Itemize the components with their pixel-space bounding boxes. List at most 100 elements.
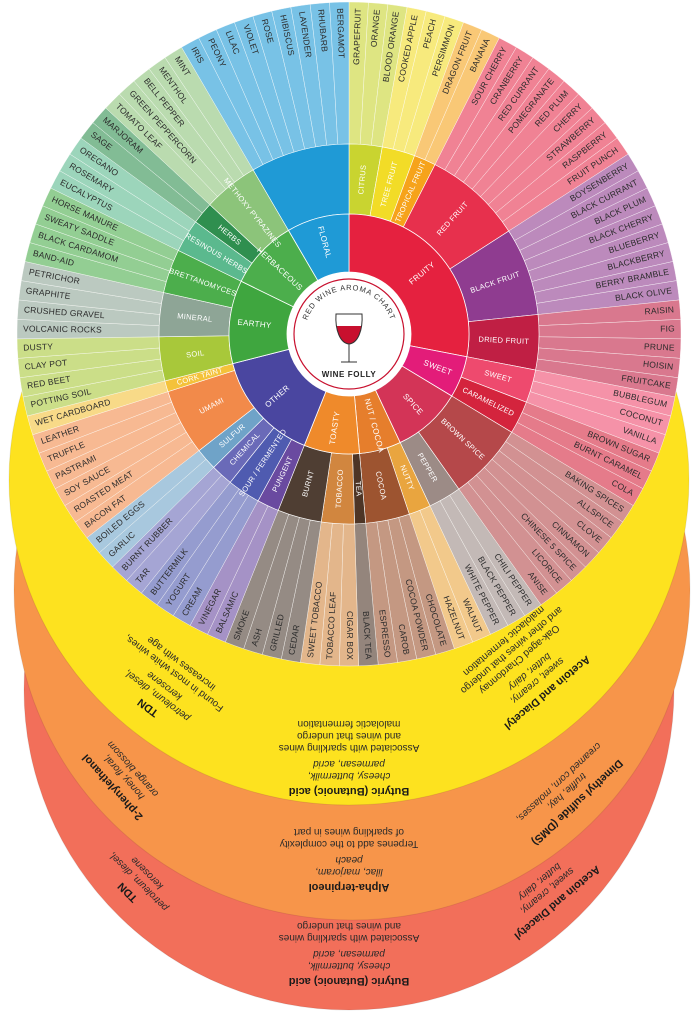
- aroma-tint: [290, 4, 327, 147]
- aroma-label: CLAY POT: [24, 357, 68, 371]
- aroma-tint: [472, 81, 579, 197]
- aroma-tint: [476, 467, 586, 581]
- compound-note: of sparkling wines in part: [294, 826, 404, 837]
- aroma-tint: [329, 2, 349, 145]
- aroma-label: PRUNE: [644, 341, 675, 352]
- aroma-tint: [535, 359, 679, 397]
- aroma-tint: [29, 224, 170, 282]
- aroma-tint: [414, 22, 482, 160]
- aroma-label: ORANGE: [369, 9, 382, 48]
- aroma-tint: [538, 319, 682, 339]
- aroma-tint: [524, 205, 663, 272]
- aroma-tint: [488, 108, 606, 214]
- aroma-tint: [371, 4, 408, 147]
- compound-descriptor: cheesy, buttermilk,: [308, 770, 391, 781]
- aroma-tint: [444, 47, 533, 176]
- aroma-tint: [435, 37, 517, 170]
- aroma-tint: [454, 57, 549, 183]
- compound-note: Associated with sparkling wines: [279, 742, 420, 753]
- compound-descriptor: lilac, marjoram,: [315, 866, 383, 877]
- aroma-tint: [360, 2, 388, 146]
- aroma-tint: [502, 138, 629, 232]
- wheel-center: RED WINE AROMA CHART WINE FOLLY: [287, 272, 411, 396]
- subcategory-label: SOIL: [186, 348, 205, 359]
- compound-descriptor: parmesan, acrid: [313, 948, 386, 959]
- aroma-tint: [271, 7, 316, 150]
- aroma-tint: [522, 402, 659, 472]
- aroma-tint: [17, 347, 161, 378]
- aroma-tint: [75, 441, 199, 538]
- aroma-tint: [141, 482, 240, 605]
- aroma-tint: [18, 280, 162, 315]
- aroma-tint: [39, 402, 176, 472]
- glass-bowl: [335, 313, 363, 345]
- aroma-tint: [92, 108, 210, 214]
- compound-name: Alpha-terpineol: [309, 881, 390, 893]
- compound-note: Terpenes add to the complexity: [280, 838, 418, 849]
- aroma-tint: [300, 521, 333, 665]
- aroma-tint: [505, 432, 634, 522]
- aroma-tint: [27, 380, 168, 435]
- aroma-tint: [149, 57, 244, 183]
- aroma-tint: [21, 261, 164, 304]
- aroma-tint: [119, 81, 226, 197]
- compound-block: Alpha-terpineol lilac, marjoram,peach Terp…: [280, 826, 418, 893]
- aroma-tint: [50, 170, 184, 251]
- aroma-tint: [252, 11, 305, 153]
- aroma-tint: [480, 94, 593, 205]
- center-ring: [293, 278, 405, 390]
- aroma-label: CIGAR BOX: [345, 611, 355, 660]
- compound-note: malolactic fermentation: [298, 718, 401, 729]
- aroma-tint: [207, 505, 279, 643]
- aroma-tint: [157, 489, 249, 616]
- aroma-tint: [69, 138, 196, 232]
- aroma-tint: [387, 517, 436, 660]
- aroma-tint: [46, 412, 181, 489]
- aroma-tint: [398, 514, 455, 655]
- compound-note: Associated with sparkling wines: [279, 932, 420, 943]
- aroma-tint: [17, 299, 161, 326]
- compound-name: Butyric (Butanoic) acid: [289, 975, 409, 987]
- compound-block: Butyric (Butanoic) acid cheesy, buttermil…: [279, 920, 420, 987]
- aroma-tint: [536, 280, 680, 315]
- aroma-tint: [181, 37, 263, 170]
- aroma-tint: [491, 450, 612, 553]
- aroma-tint: [409, 510, 473, 649]
- compound-block: Butyric (Butanoic) acid cheesy, buttermil…: [279, 718, 420, 797]
- compound-name: Butyric (Butanoic) acid: [289, 785, 409, 797]
- aroma-label: ASH: [249, 627, 264, 647]
- compound-note: and wines that undergo: [297, 730, 401, 741]
- aroma-tint: [35, 205, 174, 272]
- aroma-tint: [514, 170, 648, 251]
- aroma-tint: [365, 521, 398, 665]
- aroma-tint: [99, 459, 214, 568]
- aroma-tint: [458, 482, 557, 605]
- aroma-tint: [42, 188, 179, 261]
- aroma-tint: [538, 336, 681, 359]
- aroma-tint: [225, 510, 289, 649]
- aroma-tint: [439, 495, 525, 626]
- aroma-tint: [126, 475, 231, 594]
- aroma-tint: [349, 2, 369, 145]
- compound-descriptor: parmesan, acrid: [313, 758, 386, 769]
- wine: [336, 326, 362, 344]
- aroma-tint: [243, 514, 300, 655]
- aroma-tint: [32, 391, 172, 454]
- aroma-tint: [190, 500, 269, 635]
- aroma-tint: [537, 347, 681, 378]
- aroma-tint: [354, 523, 379, 666]
- aroma-tint: [64, 432, 193, 522]
- aroma-tint: [393, 11, 446, 153]
- subcategory-label: TOBACCO: [334, 469, 345, 509]
- subcategory-label: DRIED FRUIT: [478, 335, 529, 346]
- aroma-tint: [508, 154, 639, 241]
- aroma-tint: [173, 495, 259, 626]
- aroma-tint: [403, 16, 464, 156]
- aroma-tint: [165, 47, 254, 176]
- aroma-tint: [310, 2, 338, 146]
- aroma-tint: [376, 520, 417, 663]
